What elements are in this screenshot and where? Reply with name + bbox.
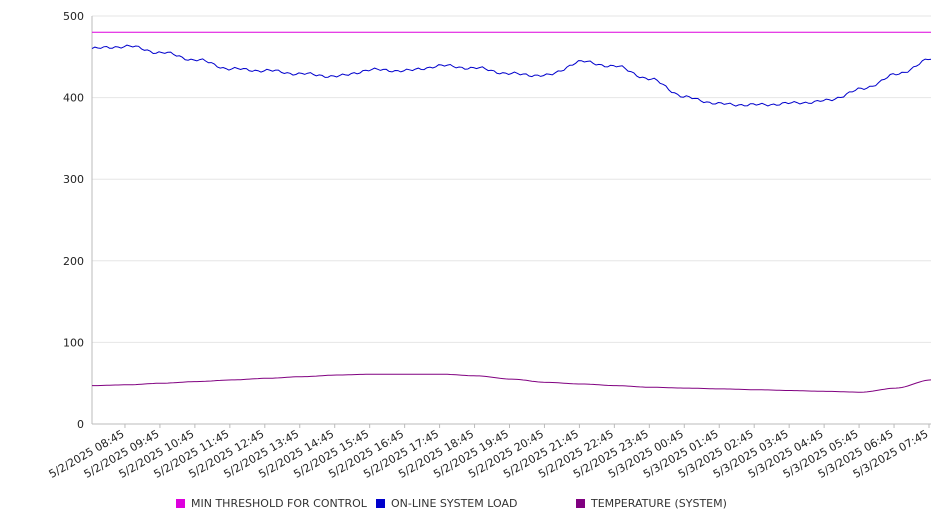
legend-item-temperature: TEMPERATURE (SYSTEM) (576, 497, 727, 510)
legend-label-temperature: TEMPERATURE (SYSTEM) (591, 497, 727, 510)
y-tick-label: 300 (63, 173, 84, 186)
legend-swatch-system-load (376, 499, 385, 508)
y-tick-label: 0 (77, 418, 84, 431)
legend-item-system-load: ON-LINE SYSTEM LOAD (376, 497, 517, 510)
series-lines (91, 31, 932, 393)
y-tick-label: 500 (63, 10, 84, 23)
series-line-2 (92, 373, 932, 393)
legend-label-min-threshold: MIN THRESHOLD FOR CONTROL (191, 497, 367, 510)
y-tick-label: 200 (63, 255, 84, 268)
legend-label-system-load: ON-LINE SYSTEM LOAD (391, 497, 518, 510)
y-tick-label: 100 (63, 336, 84, 349)
series-line-1 (91, 44, 932, 107)
y-tick-labels: 0 100 200 300 400 500 (63, 10, 84, 431)
legend-swatch-min-threshold (176, 499, 185, 508)
legend: MIN THRESHOLD FOR CONTROL ON-LINE SYSTEM… (0, 497, 946, 515)
x-tick-labels: 5/2/2025 08:455/2/2025 09:455/2/2025 10:… (47, 427, 931, 481)
y-tick-label: 400 (63, 92, 84, 105)
gridlines (92, 15, 931, 425)
legend-swatch-temperature (576, 499, 585, 508)
axes (91, 16, 931, 428)
legend-item-min-threshold: MIN THRESHOLD FOR CONTROL (176, 497, 367, 510)
